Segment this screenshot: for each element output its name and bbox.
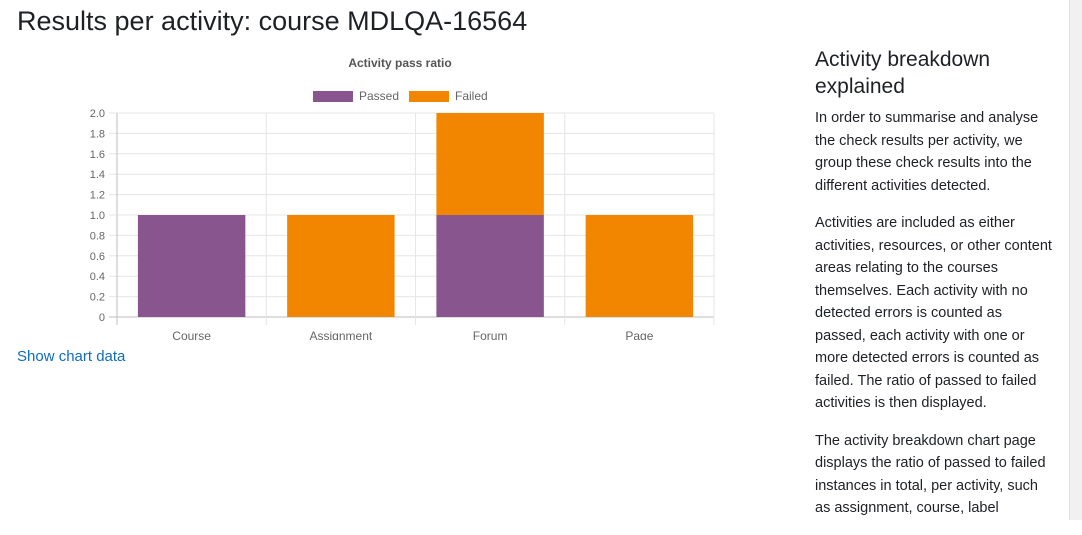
y-tick-label: 1.6 <box>90 149 105 161</box>
sidebar-paragraph-3: The activity breakdown chart page displa… <box>815 432 1046 517</box>
x-axis: Course Assignment Forum Page <box>172 329 653 340</box>
y-tick-label: 2.0 <box>90 108 105 120</box>
page-title: Results per activity: course MDLQA-16564 <box>17 6 528 36</box>
chart-legend: Passed Failed <box>313 89 488 103</box>
sidebar: Activity breakdown explained In order to… <box>815 46 1055 535</box>
y-tick-label: 0 <box>99 312 105 324</box>
sidebar-title: Activity breakdown explained <box>815 48 991 98</box>
bar-forum-failed[interactable] <box>436 113 544 215</box>
y-tick-label: 1.4 <box>90 169 105 181</box>
bar-page-failed[interactable] <box>585 215 694 317</box>
y-tick-label: 0.6 <box>90 251 105 263</box>
y-tick-label: 0.4 <box>90 271 105 283</box>
window-scrollbar[interactable] <box>1069 0 1082 520</box>
legend-swatch-passed[interactable] <box>313 91 353 102</box>
y-tick-label: 1.0 <box>90 210 105 222</box>
x-tick-label: Page <box>625 329 653 340</box>
y-tick-label: 0.8 <box>90 230 105 242</box>
y-tick-label: 1.2 <box>90 190 105 202</box>
sidebar-paragraph-1: In order to summarise and analyse the ch… <box>815 110 1039 194</box>
activity-pass-ratio-chart: Activity pass ratio Passed Failed 0 0.2 0.4… <box>90 56 715 340</box>
chart-title: Activity pass ratio <box>348 56 451 70</box>
y-axis: 0 0.2 0.4 0.6 0.8 1.0 1.2 1.4 1.6 1.8 2.0 <box>90 108 105 324</box>
y-tick-label: 0.2 <box>90 292 105 304</box>
y-tick-label: 1.8 <box>90 128 105 140</box>
bar-course-passed[interactable] <box>137 215 246 317</box>
show-chart-data-link[interactable]: Show chart data <box>17 348 126 365</box>
x-tick-label: Forum <box>473 329 508 340</box>
legend-swatch-failed[interactable] <box>409 91 449 102</box>
legend-label-failed[interactable]: Failed <box>455 89 488 103</box>
bar-assignment-failed[interactable] <box>287 215 395 317</box>
chart-container: Activity pass ratio Passed Failed 0 0.2 0.4… <box>0 40 790 340</box>
legend-label-passed[interactable]: Passed <box>359 89 399 103</box>
bar-forum-passed[interactable] <box>436 215 544 317</box>
chart-bars <box>137 113 694 317</box>
x-tick-label: Assignment <box>310 329 373 340</box>
x-tick-label: Course <box>172 329 211 340</box>
sidebar-paragraph-2: Activities are included as either activi… <box>815 215 1052 411</box>
